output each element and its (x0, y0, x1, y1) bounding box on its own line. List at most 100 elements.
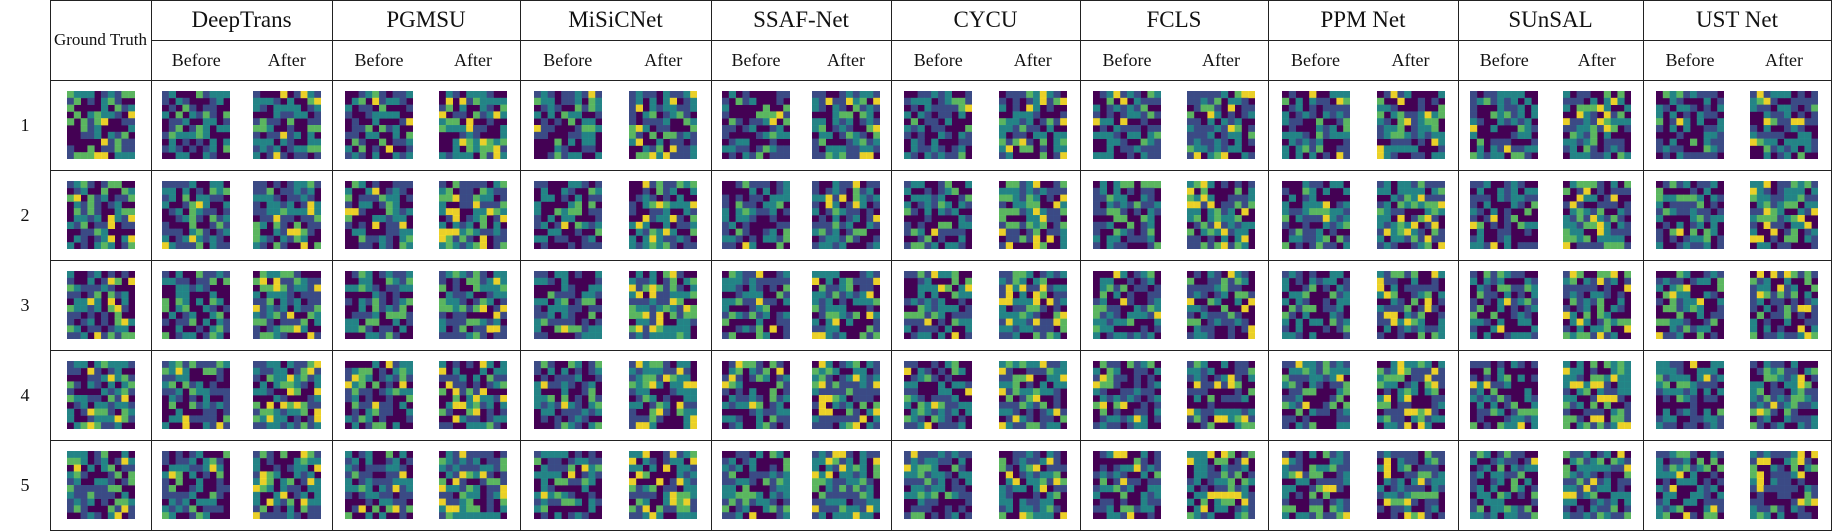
ground-truth-map (66, 271, 135, 339)
column-divider (1458, 0, 1459, 530)
before-map (1281, 181, 1350, 249)
before-map (904, 271, 973, 339)
subheader-divider (151, 40, 1831, 41)
after-map (812, 271, 880, 339)
row-label: 2 (20, 204, 30, 225)
after-map (629, 181, 698, 249)
method-header: MiSiCNet (568, 7, 663, 32)
after-map (439, 181, 507, 249)
before-label: Before (354, 49, 404, 70)
before-map (722, 271, 790, 339)
before-map (1281, 271, 1350, 339)
before-map (162, 271, 231, 339)
after-map (1562, 271, 1631, 339)
before-map (722, 451, 790, 519)
after-map (1750, 361, 1818, 429)
row-divider (50, 170, 1832, 171)
column-divider (1080, 0, 1081, 530)
after-map (998, 271, 1067, 339)
before-label: Before (731, 49, 781, 70)
after-map (998, 451, 1067, 519)
after-map (1187, 181, 1255, 249)
after-map (252, 271, 321, 339)
before-map (904, 181, 973, 249)
before-map (345, 361, 413, 429)
row-divider (50, 260, 1832, 261)
ground-truth-map (66, 451, 135, 519)
before-map (162, 451, 231, 519)
before-label: Before (1479, 49, 1529, 70)
ground-truth-map (66, 181, 135, 249)
before-label: Before (1291, 49, 1340, 70)
ground-truth-header: Ground Truth (53, 30, 148, 49)
after-map (629, 91, 698, 159)
after-map (812, 451, 880, 519)
after-map (1376, 451, 1445, 519)
after-map (439, 361, 507, 429)
after-map (812, 361, 880, 429)
before-map (1281, 361, 1350, 429)
column-divider (1268, 0, 1269, 530)
before-map (1281, 91, 1350, 159)
table-border-left (50, 0, 51, 530)
before-map (162, 361, 231, 429)
ground-truth-map (66, 361, 135, 429)
before-label: Before (543, 49, 593, 70)
before-map (1656, 91, 1724, 159)
after-label: After (1013, 49, 1052, 70)
after-map (812, 91, 880, 159)
row-label: 1 (20, 114, 30, 135)
before-map (345, 91, 413, 159)
before-map (1656, 271, 1724, 339)
after-map (1376, 271, 1445, 339)
method-header: PPM Net (1320, 7, 1406, 32)
before-map (1093, 361, 1161, 429)
before-map (1656, 361, 1724, 429)
row-label: 3 (20, 294, 30, 315)
after-map (1187, 451, 1255, 519)
row-divider (50, 440, 1832, 441)
before-map (1470, 451, 1539, 519)
after-map (812, 181, 880, 249)
before-map (1093, 91, 1161, 159)
before-map (1470, 181, 1539, 249)
method-header: FCLS (1146, 7, 1202, 32)
after-map (629, 361, 698, 429)
after-map (1187, 361, 1255, 429)
method-header: CYCU (953, 7, 1018, 32)
before-map (1656, 451, 1724, 519)
before-map (533, 91, 602, 159)
column-divider (520, 0, 521, 530)
after-map (1376, 181, 1445, 249)
after-map (998, 181, 1067, 249)
after-map (1562, 91, 1631, 159)
after-map (998, 91, 1067, 159)
after-map (1750, 181, 1818, 249)
before-map (533, 271, 602, 339)
column-divider (151, 0, 152, 530)
after-label: After (827, 49, 865, 70)
row-divider (50, 350, 1832, 351)
table-border-top (50, 0, 1832, 1)
after-map (439, 271, 507, 339)
after-map (1562, 181, 1631, 249)
before-map (722, 181, 790, 249)
after-label: After (454, 49, 492, 70)
before-map (1093, 181, 1161, 249)
after-map (252, 361, 321, 429)
before-map (345, 451, 413, 519)
method-header: PGMSU (386, 7, 466, 32)
after-map (1750, 451, 1818, 519)
before-map (345, 271, 413, 339)
column-divider (891, 0, 892, 530)
after-map (629, 451, 698, 519)
before-map (1281, 451, 1350, 519)
row-label: 4 (20, 384, 30, 405)
before-map (904, 361, 973, 429)
method-header: SUnSAL (1508, 7, 1593, 32)
after-map (1376, 361, 1445, 429)
after-label: After (644, 49, 683, 70)
column-divider (1643, 0, 1644, 530)
after-map (252, 451, 321, 519)
